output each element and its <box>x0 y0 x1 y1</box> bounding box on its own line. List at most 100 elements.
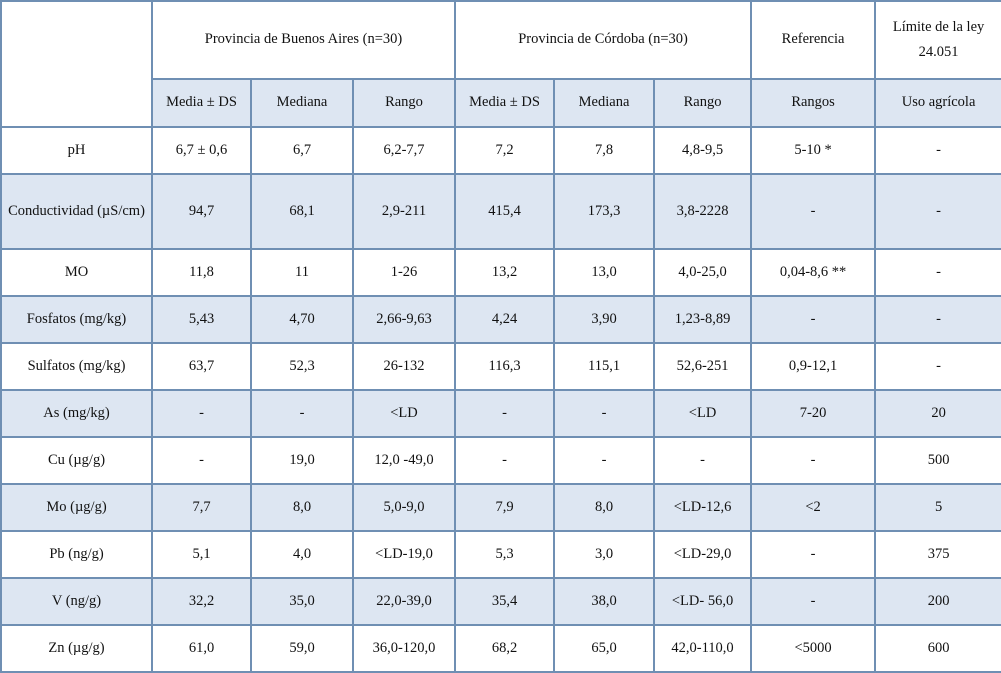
table-cell: 173,3 <box>553 173 656 250</box>
row-label: Sulfatos (mg/kg) <box>0 342 153 391</box>
table-cell: 61,0 <box>151 624 252 673</box>
table-cell: - <box>553 436 656 485</box>
table-cell: 6,7 <box>250 126 354 175</box>
table-row: Cu (µg/g) -19,0 12,0 -49,0- - - -500 <box>0 436 1001 485</box>
header-row-groups: Provincia de Buenos Aires (n=30) Provinc… <box>0 0 1001 128</box>
table-cell: 2,66-9,63 <box>351 295 457 344</box>
table-cell: 38,0 <box>553 577 656 626</box>
table-cell: 94,7 <box>151 173 252 250</box>
table-cell: 3,90 <box>553 295 656 344</box>
table-cell: 19,0 <box>250 436 354 485</box>
row-label: Zn (µg/g) <box>0 624 153 673</box>
table-row: As (mg/kg) - - <LD - - <LD 7-20 20 <box>0 389 1001 438</box>
table-cell: 2,9-211 <box>351 173 457 250</box>
table-cell: 13,0 <box>553 248 656 297</box>
table-row: Zn (µg/g) 61,0 59,0 36,0-120,0 68,2 65,0 42,0-… <box>0 624 1001 673</box>
table-cell: 13,2 <box>454 248 556 297</box>
table-cell: 6,7 ± 0,6 <box>151 126 252 175</box>
table-cell: <LD <box>653 389 753 438</box>
table-cell: 115,1 <box>553 342 656 391</box>
table-cell: <LD-19,0 <box>351 530 457 579</box>
table-cell: 0,9-12,1 <box>750 342 877 391</box>
table-cell: 68,2 <box>454 624 556 673</box>
table-row: Conductividad (µS/cm) 94,7 68,1 2,9-211 415,… <box>0 173 1001 250</box>
table-cell: 20 <box>874 389 1001 438</box>
header-row-subheaders: Media ± DS Mediana Rango Media ± DS Mediana R… <box>1 78 1001 128</box>
subheader-cell: Rango <box>351 78 457 128</box>
table-cell: <5000 <box>750 624 877 673</box>
table-cell: 3,0 <box>553 530 656 579</box>
table-cell: 4,0-25,0 <box>653 248 753 297</box>
table-cell: 0,04-8,6 ** <box>750 248 877 297</box>
table-cell: - <box>874 173 1001 250</box>
group-header-buenos-aires: Provincia de Buenos Aires (n=30) <box>150 0 457 80</box>
table-cell: 65,0 <box>553 624 656 673</box>
row-label: MO <box>0 248 153 297</box>
table-cell: 5 <box>874 483 1001 532</box>
table-cell: 8,0 <box>250 483 354 532</box>
row-label: Pb (ng/g) <box>0 530 153 579</box>
group-header-cordoba: Provincia de Córdoba (n=30) <box>454 0 753 80</box>
table-cell: 4,24 <box>454 295 556 344</box>
table-cell: - <box>250 389 354 438</box>
table-cell: 7,8 <box>553 126 656 175</box>
table-cell: - <box>750 530 877 579</box>
row-label: Mo (µg/g) <box>0 483 153 532</box>
table-cell: 12,0 -49,0 <box>351 436 457 485</box>
table-cell: 26-132 <box>351 342 457 391</box>
table-cell: 116,3 <box>454 342 556 391</box>
table-cell: <LD <box>351 389 457 438</box>
table-cell: - <box>553 389 656 438</box>
table-cell: 200 <box>874 577 1001 626</box>
table-cell: 1,23-8,89 <box>653 295 753 344</box>
subheader-cell: Media ± DS <box>151 78 252 128</box>
table-cell: - <box>874 126 1001 175</box>
table-cell: 415,4 <box>454 173 556 250</box>
table-cell: 11,8 <box>151 248 252 297</box>
table-cell: 4,8-9,5 <box>653 126 753 175</box>
table-body: pH 6,7 ± 0,6 6,7 6,2-7,7 7,2 7,8 4,8-9,5 5-10 *… <box>0 126 1001 673</box>
table-cell: - <box>653 436 753 485</box>
row-label: Fosfatos (mg/kg) <box>0 295 153 344</box>
table-cell: 11 <box>250 248 354 297</box>
table-cell: 6,2-7,7 <box>351 126 457 175</box>
table-cell: 32,2 <box>151 577 252 626</box>
table-cell: - <box>750 577 877 626</box>
subheader-cell: Media ± DS <box>454 78 556 128</box>
table-cell: 5,0-9,0 <box>351 483 457 532</box>
table-cell: - <box>750 295 877 344</box>
row-label: pH <box>0 126 153 175</box>
table-cell: 4,70 <box>250 295 354 344</box>
table-cell: <LD-29,0 <box>653 530 753 579</box>
table-cell: <2 <box>750 483 877 532</box>
table-cell: 5,3 <box>454 530 556 579</box>
table-cell: 1-26 <box>351 248 457 297</box>
table-cell: - <box>874 295 1001 344</box>
table-cell: 3,8-2228 <box>653 173 753 250</box>
table-cell: <LD-12,6 <box>653 483 753 532</box>
table-row: V (ng/g) 32,2 35,0 22,0-39,0 35,4 38,0 <LD- 56… <box>0 577 1001 626</box>
table-row: Fosfatos (mg/kg) 5,43 4,70 2,66-9,63 4,24 3,9… <box>0 295 1001 344</box>
row-label: Cu (µg/g) <box>0 436 153 485</box>
table-cell: 500 <box>874 436 1001 485</box>
table-cell: - <box>151 389 252 438</box>
table-cell: - <box>750 173 877 250</box>
subheader-cell: Rango <box>653 78 753 128</box>
table-cell: 7,7 <box>151 483 252 532</box>
table-cell: - <box>151 436 252 485</box>
table-cell: 59,0 <box>250 624 354 673</box>
table-cell: 4,0 <box>250 530 354 579</box>
table-cell: 35,4 <box>454 577 556 626</box>
table-cell: - <box>874 248 1001 297</box>
group-header-referencia: Referencia <box>750 0 877 80</box>
row-label: As (mg/kg) <box>0 389 153 438</box>
table-row: Sulfatos (mg/kg) 63,7 52,3 26-132 116,3 115,1… <box>0 342 1001 391</box>
subheader-cell: Mediana <box>250 78 354 128</box>
table-cell: - <box>874 342 1001 391</box>
table-cell: - <box>750 436 877 485</box>
table-cell: 7-20 <box>750 389 877 438</box>
table-cell: 35,0 <box>250 577 354 626</box>
table-cell: 36,0-120,0 <box>351 624 457 673</box>
table-cell: <LD- 56,0 <box>653 577 753 626</box>
table-cell: 7,2 <box>454 126 556 175</box>
